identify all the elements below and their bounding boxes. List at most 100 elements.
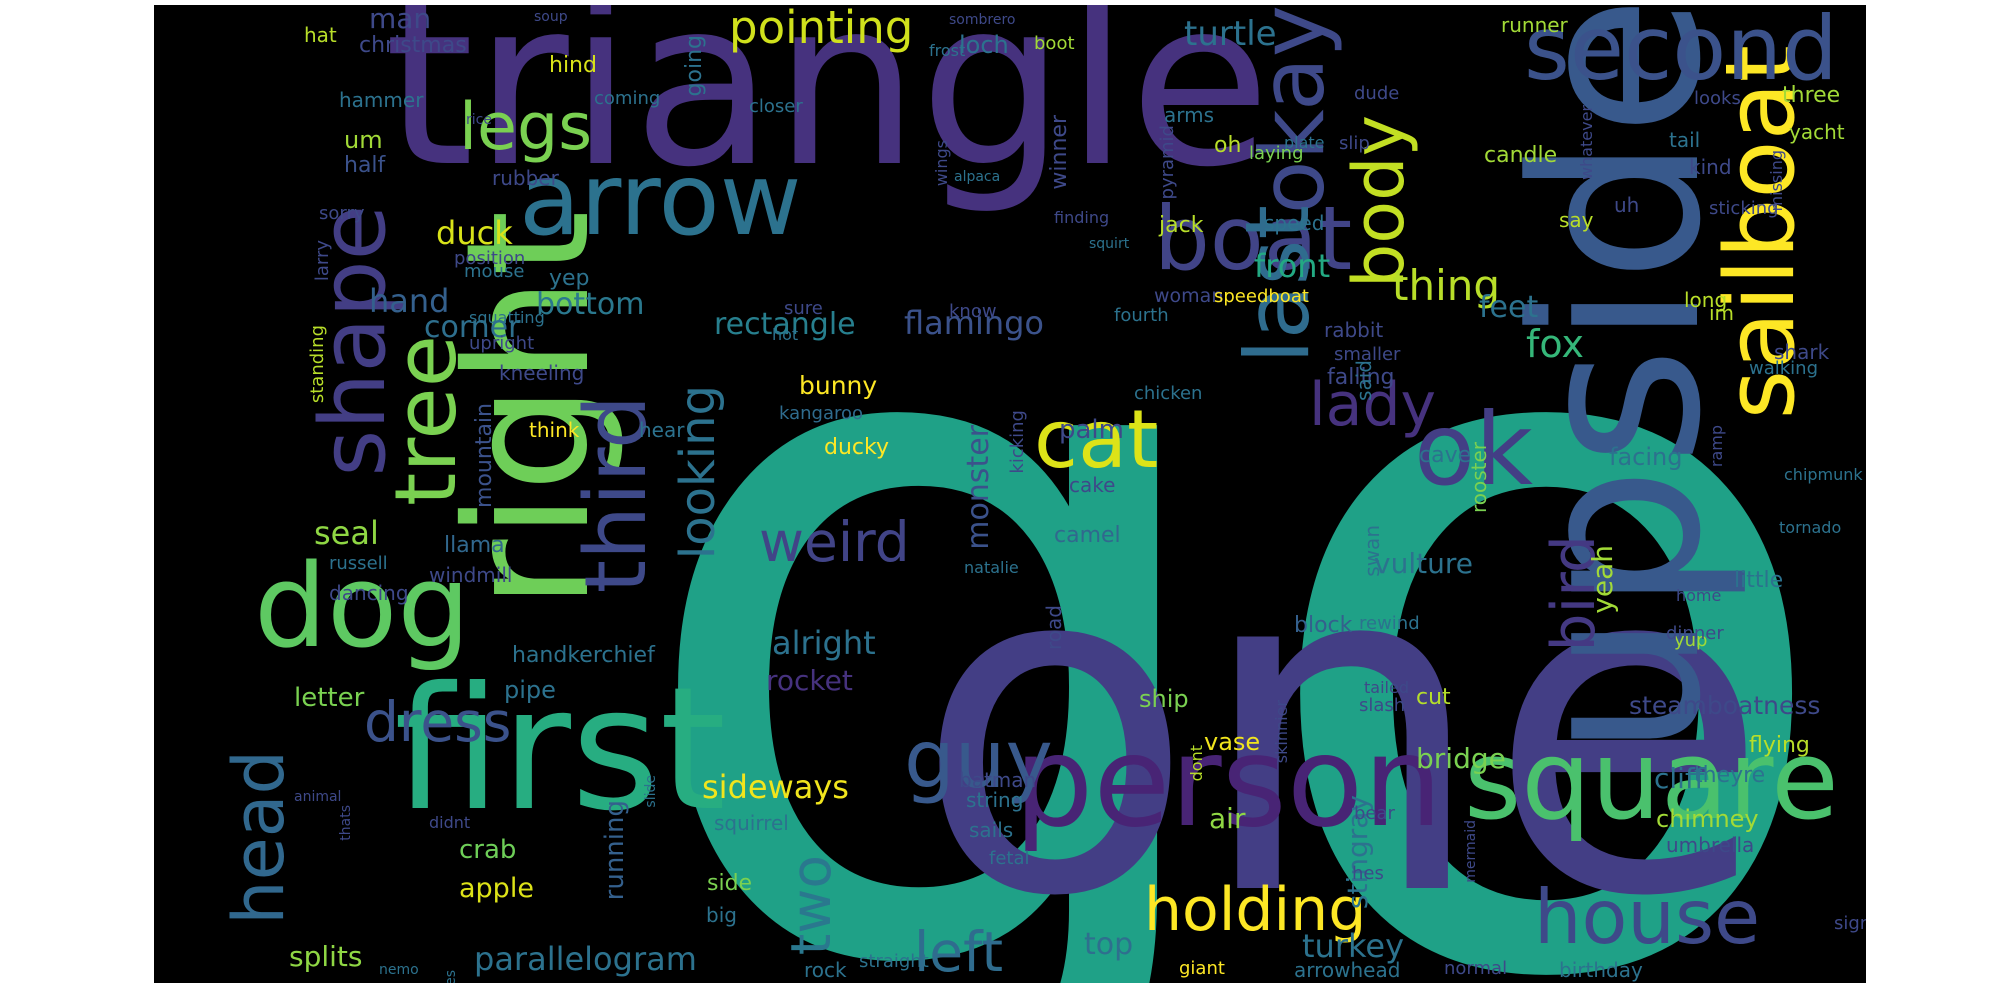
word-cut: cut: [1416, 685, 1451, 710]
word-jack: jack: [1159, 213, 1204, 238]
word-half: half: [344, 153, 386, 178]
word-handkerchief: handkerchief: [512, 643, 655, 668]
word-slide: slide: [643, 775, 659, 808]
word-looking: looking: [670, 385, 726, 560]
word-oh: oh: [1214, 133, 1242, 158]
word-sign: sign: [1834, 913, 1866, 934]
word-birthday: birthday: [1559, 958, 1643, 982]
word-cliff: cliff: [1654, 762, 1705, 795]
word-air: air: [1209, 802, 1246, 835]
word-top: top: [1084, 927, 1134, 962]
word-home: home: [1676, 586, 1722, 605]
word-kneeling: kneeling: [499, 361, 585, 385]
word-say: say: [1559, 208, 1594, 232]
word-second: second: [1524, 5, 1838, 100]
word-hear: hear: [639, 418, 685, 442]
word-wings: wings: [932, 140, 951, 187]
word-squatting: squatting: [469, 308, 545, 327]
word-boat: boat: [1154, 187, 1353, 290]
word-flying: flying: [1749, 733, 1810, 758]
word-parallelogram: parallelogram: [474, 940, 697, 978]
word-fetal: fetal: [989, 848, 1030, 869]
word-rewind: rewind: [1359, 613, 1420, 634]
word-frost: frost: [929, 41, 966, 60]
word-house: house: [1534, 873, 1761, 961]
word-holding: holding: [1144, 875, 1367, 945]
word-swan: swan: [1360, 525, 1384, 577]
word-thing: thing: [1392, 261, 1501, 310]
word-pointing: pointing: [729, 5, 914, 54]
word-steamboatness: steamboatness: [1629, 691, 1821, 720]
word-kicking: kicking: [1007, 410, 1028, 474]
word-whatever: whatever: [1577, 105, 1596, 181]
word-think: think: [529, 418, 580, 442]
word-said: said: [1352, 360, 1376, 401]
word-dinner: dinner: [1666, 623, 1724, 644]
word-animal: animal: [294, 789, 342, 805]
word-russell: russell: [329, 553, 388, 574]
word-corner: corner: [424, 310, 521, 345]
word-finding: finding: [1054, 208, 1110, 227]
word-soup: soup: [534, 9, 568, 25]
word-head: head: [218, 750, 300, 925]
word-rabbit: rabbit: [1324, 318, 1384, 342]
word-yup: yup: [1674, 630, 1708, 651]
word-runner: runner: [1501, 13, 1568, 37]
word-flamingo: flamingo: [904, 304, 1044, 342]
word-square: square: [1464, 716, 1839, 844]
word-cake: cake: [1069, 473, 1116, 497]
word-arms: arms: [1164, 103, 1215, 127]
word-windmill: windmill: [429, 563, 513, 587]
word-got: got: [624, 52, 1866, 984]
word-cloud: gotonetriangleupsidefirstrightpersonsqua…: [154, 5, 1866, 983]
word-ok: ok: [1414, 391, 1534, 508]
word-cat: cat: [1034, 393, 1159, 486]
word-arrow: arrow: [519, 141, 802, 258]
word-natalie: natalie: [964, 558, 1019, 577]
word-um: um: [344, 126, 383, 154]
word-hes: hes: [1352, 863, 1384, 884]
word-sticking: sticking: [1709, 198, 1779, 219]
word-rubber: rubber: [492, 166, 559, 190]
word-rocket: rocket: [766, 664, 853, 697]
word-hind: hind: [549, 53, 597, 78]
word-upright: upright: [469, 333, 535, 354]
word-uh: uh: [1614, 193, 1640, 217]
word-plate: plate: [1284, 133, 1325, 152]
word-chicken: chicken: [1134, 383, 1203, 404]
word-alright: alright: [772, 624, 876, 662]
word-missing: missing: [1767, 150, 1786, 212]
word-sorry: sorry: [319, 203, 365, 224]
word-sombrero: sombrero: [949, 12, 1016, 28]
word-ship: ship: [1139, 685, 1189, 713]
word-know: know: [949, 301, 997, 322]
word-rectangle: rectangle: [714, 307, 856, 342]
word-laying: laying: [1249, 143, 1304, 164]
word-vase: vase: [1204, 728, 1261, 756]
word-candle: candle: [1484, 143, 1558, 168]
word-walking: walking: [1749, 358, 1819, 379]
word-left: left: [914, 920, 1004, 983]
word-dont: dont: [1187, 745, 1206, 782]
word-im: im: [1709, 301, 1735, 325]
word-turtle: turtle: [1184, 14, 1277, 54]
word-triangle: triangle: [384, 5, 1271, 218]
word-shark: shark: [1774, 340, 1830, 364]
word-falling: falling: [1327, 365, 1395, 390]
word-bridge: bridge: [1416, 742, 1506, 775]
word-slip: slip: [1339, 133, 1370, 154]
word-closer: closer: [749, 96, 803, 117]
word-dog: dog: [254, 540, 471, 674]
word-mountain: mountain: [472, 403, 497, 508]
word-woman: woman: [1154, 285, 1224, 307]
word-normal: normal: [1444, 958, 1508, 979]
word-rooster: rooster: [1467, 442, 1491, 514]
word-rice: rice: [466, 112, 492, 128]
word-shes: shes: [443, 970, 459, 983]
word-vulture: vulture: [1374, 547, 1473, 580]
word-dude: dude: [1354, 83, 1400, 104]
word-feet: feet: [1479, 290, 1539, 325]
word-straight: straight: [859, 951, 929, 972]
word-seal: seal: [314, 514, 379, 552]
word-facing: facing: [1609, 443, 1683, 471]
